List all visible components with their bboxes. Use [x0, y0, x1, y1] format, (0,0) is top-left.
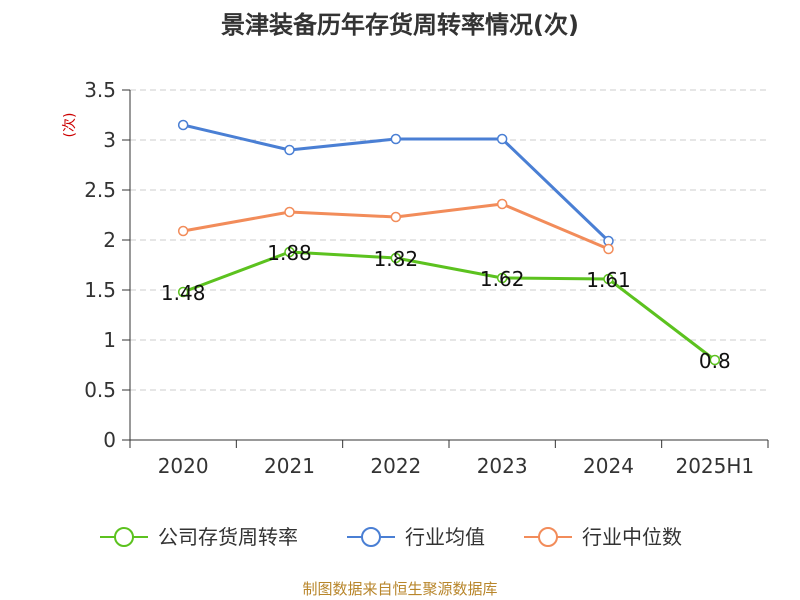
data-label-2021: 1.88 [267, 241, 312, 265]
y-tick-label-1: 1 [103, 328, 116, 352]
source-note: 制图数据来自恒生聚源数据库 [302, 580, 497, 598]
legend-label-1: 行业均值 [405, 525, 485, 549]
x-tick-label-2025H1: 2025H1 [675, 454, 754, 478]
x-tick-label-2020: 2020 [158, 454, 209, 478]
x-tick-label-2024: 2024 [583, 454, 634, 478]
legend-marker-1 [361, 527, 381, 547]
chart-title: 景津装备历年存货周转率情况(次) [221, 11, 579, 39]
y-axis-label: (次) [62, 113, 78, 138]
y-tick-label-2.5: 2.5 [84, 178, 116, 202]
point-s1-2023 [496, 133, 508, 145]
point-s0-2025H1 [709, 354, 721, 366]
legend-item-0[interactable]: 公司存货周转率 [100, 525, 298, 549]
legend-item-1[interactable]: 行业均值 [347, 525, 485, 549]
data-label-2023: 1.62 [480, 267, 525, 291]
axes: 0 0.5 1 1.5 2 2.5 3 3.5 2020 2021 2022 2023 2024 2025… [84, 78, 769, 478]
point-s0-2024 [603, 273, 614, 285]
y-tick-label-3.5: 3.5 [84, 78, 116, 102]
data-labels: 1.48 1.88 1.82 1.62 1.61 0.8 [161, 241, 731, 373]
legend-item-2[interactable]: 行业中位数 [524, 525, 682, 549]
data-label-2022: 1.82 [374, 247, 419, 271]
data-label-2020: 1.48 [161, 281, 206, 305]
y-tick-label-0.5: 0.5 [84, 378, 116, 402]
x-tick-label-2021: 2021 [264, 454, 315, 478]
point-s0-2020 [177, 286, 189, 298]
legend-marker-0 [114, 527, 134, 547]
data-label-2025H1: 0.8 [699, 349, 731, 373]
data-label-2024: 1.61 [586, 268, 631, 292]
grid-lines [130, 89, 768, 391]
y-tick-label-1.5: 1.5 [84, 278, 116, 302]
x-tick-label-2022: 2022 [370, 454, 421, 478]
point-s1-2021 [284, 144, 295, 156]
series-line-0 [182, 250, 716, 362]
point-s2-2022 [390, 211, 402, 223]
point-s2-2020 [177, 225, 189, 237]
point-s2-2024 [603, 243, 614, 255]
legend-label-2: 行业中位数 [582, 525, 682, 549]
y-tick-label-0: 0 [103, 428, 116, 452]
point-s0-2021 [284, 246, 295, 258]
legend-marker-2 [538, 527, 558, 547]
legend-label-0: 公司存货周转率 [158, 525, 298, 549]
series-line-2 [182, 202, 610, 251]
series-group [177, 119, 721, 366]
y-tick-label-2: 2 [103, 228, 116, 252]
point-s1-2020 [177, 119, 189, 131]
point-s0-2022 [390, 252, 402, 264]
point-s2-2023 [496, 198, 508, 210]
point-s1-2022 [390, 133, 402, 145]
legend[interactable]: 公司存货周转率 行业均值 行业中位数 [100, 525, 682, 549]
point-s0-2023 [496, 272, 508, 284]
x-tick-label-2023: 2023 [477, 454, 528, 478]
y-tick-label-3: 3 [103, 128, 116, 152]
point-s2-2021 [284, 206, 295, 218]
